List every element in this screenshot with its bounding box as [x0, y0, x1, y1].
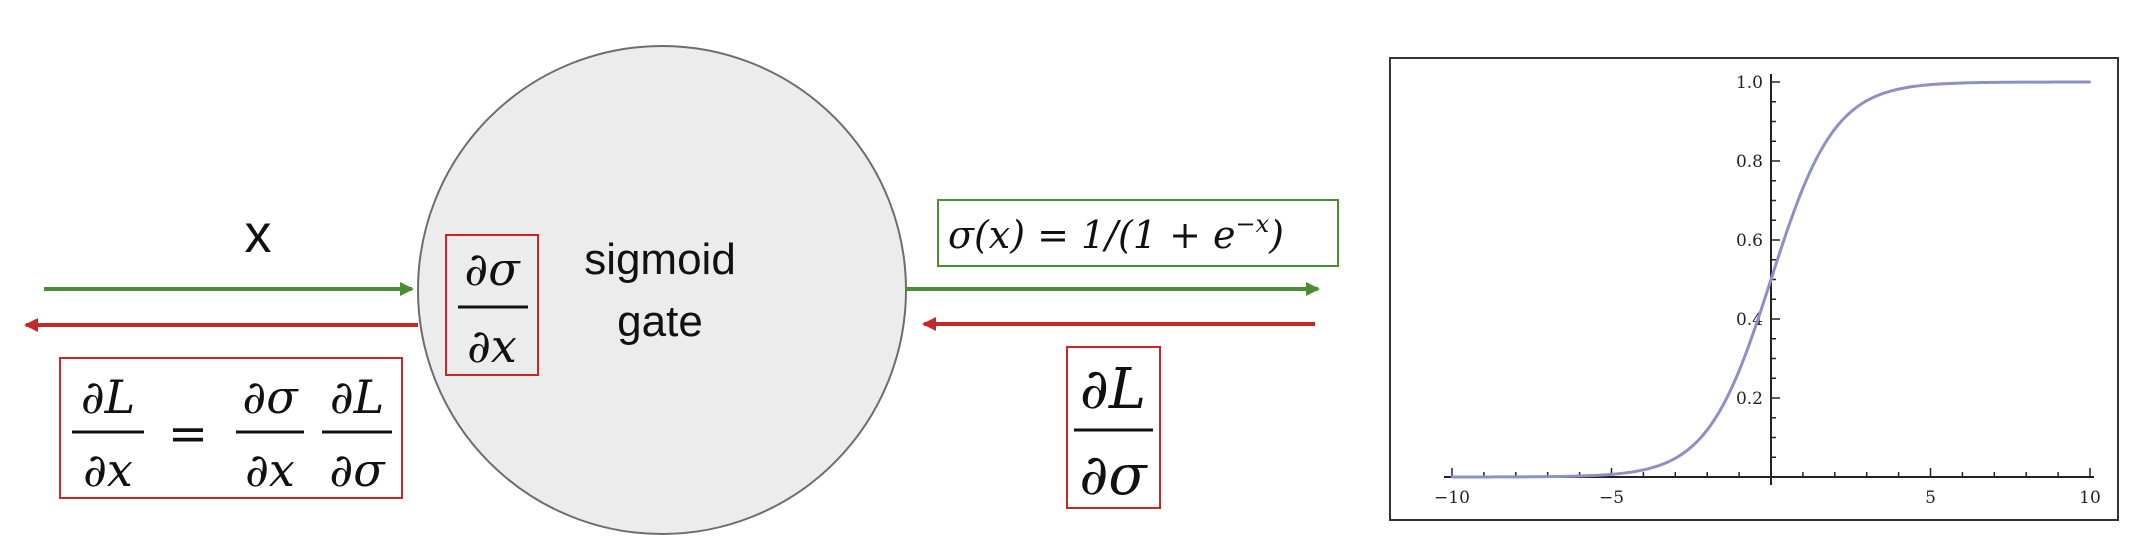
curve-data-point [1865, 99, 1868, 102]
local-grad-numerator: ∂σ [464, 242, 521, 296]
x-tick-label: −10 [1434, 488, 1470, 508]
curve-data-point [1897, 87, 1900, 91]
curve-data-point [1450, 475, 1454, 479]
y-tick-label: 0.2 [1736, 389, 1763, 409]
gate-label-line2: gate [617, 297, 703, 346]
y-tick-label: 0.8 [1736, 152, 1763, 172]
curve-data-point [2025, 80, 2028, 84]
output-formula-main: σ(x) = 1/(1 + e [948, 213, 1236, 257]
local-gradient-box: ∂σ ∂x [445, 234, 539, 376]
curve-data-point [1961, 81, 1964, 85]
curve-data-point [1929, 83, 1932, 86]
chain-rule-box: ∂L ∂x = ∂σ ∂x ∂L ∂σ [59, 357, 403, 499]
curve-data-point [2088, 80, 2092, 84]
plot-frame [1389, 57, 2119, 521]
output-formula-exponent: −x [1236, 210, 1270, 238]
curve-data-point [1769, 278, 1773, 281]
upstream-grad-numerator: ∂L [1080, 357, 1146, 422]
upstream-grad-denominator: ∂σ [1079, 443, 1148, 508]
curve-data-point [1578, 474, 1581, 478]
input-label: x [245, 204, 272, 264]
local-grad-denominator: ∂x [467, 319, 517, 373]
curve-data-point [1737, 369, 1741, 372]
curve-data-point [1514, 475, 1518, 479]
curve-data-point [1610, 473, 1613, 476]
x-tick-label: −5 [1599, 488, 1624, 508]
curve-data-point [1801, 187, 1805, 190]
x-tick-label: 5 [1925, 488, 1936, 508]
chain-t1-numerator: ∂σ [242, 370, 299, 424]
x-tick-label: 10 [2079, 488, 2101, 508]
output-formula-box: σ(x) = 1/(1 + e−x) [937, 199, 1339, 267]
chain-t2-denominator: ∂σ [329, 443, 386, 497]
chain-t1-denominator: ∂x [245, 443, 295, 497]
chain-t2-numerator: ∂L [330, 370, 384, 424]
output-formula: σ(x) = 1/(1 + e−x) [948, 210, 1284, 257]
y-tick-label: 1.0 [1736, 73, 1763, 93]
curve-data-point [1833, 127, 1837, 131]
output-formula-close: ) [1268, 213, 1284, 257]
curve-data-point [1706, 428, 1709, 432]
y-tick-label: 0.6 [1736, 231, 1763, 251]
curve-data-point [1674, 457, 1677, 460]
sigmoid-plot: −10 −5 5 100.20.40.60.81.0 [1389, 57, 2119, 521]
upstream-gradient-box: ∂L ∂σ [1066, 346, 1161, 509]
chain-equals: = [168, 406, 208, 462]
chain-lhs-denominator: ∂x [83, 443, 133, 497]
gate-label-line1: sigmoid [584, 235, 736, 284]
curve-data-point [1642, 468, 1645, 472]
chain-lhs-numerator: ∂L [81, 370, 135, 424]
